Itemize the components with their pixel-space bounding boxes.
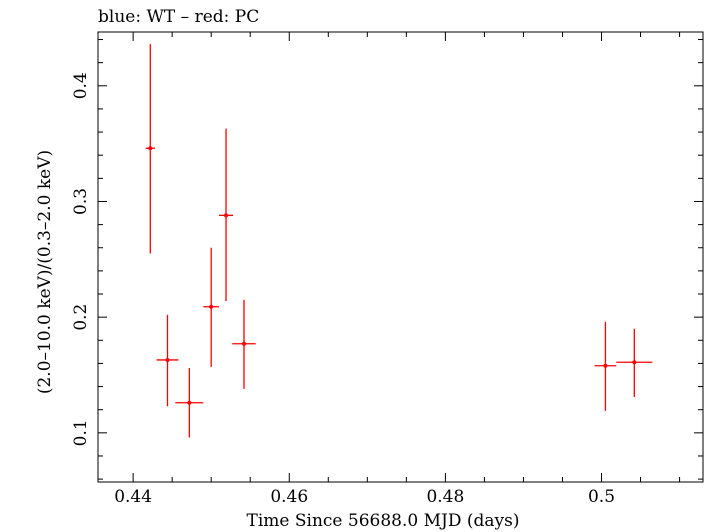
axis-ticks: 0.44 0.46 0.48 0.5 0.1 0.2 0.3 0.4: [71, 32, 703, 507]
data-point: [232, 299, 256, 389]
y-tick-label: 0.3: [71, 188, 91, 215]
point-marker: [187, 400, 192, 405]
data-point: [219, 128, 234, 301]
data-point: [616, 328, 653, 397]
x-tick-label: 0.5: [588, 487, 615, 507]
point-marker: [165, 357, 170, 362]
y-axis-label: (2.0–10.0 keV)/(0.3–2.0 keV): [35, 150, 55, 394]
data-point: [145, 44, 155, 254]
y-tick-label: 0.4: [71, 72, 91, 99]
point-marker: [632, 360, 637, 365]
data-point: [203, 247, 219, 367]
data-points: [145, 44, 653, 438]
data-point: [156, 314, 179, 407]
point-marker: [224, 213, 229, 218]
plot-frame: [97, 31, 704, 483]
x-tick-label: 0.48: [426, 487, 464, 507]
x-tick-label: 0.46: [270, 487, 308, 507]
point-marker: [241, 341, 246, 346]
x-tick-label: 0.44: [114, 487, 152, 507]
point-marker: [603, 363, 608, 368]
chart-title: blue: WT – red: PC: [98, 7, 259, 27]
point-marker: [148, 146, 153, 151]
point-marker: [209, 304, 214, 309]
y-tick-label: 0.2: [71, 304, 91, 331]
x-axis-label: Time Since 56688.0 MJD (days): [247, 511, 520, 531]
data-point: [175, 368, 204, 438]
data-point: [594, 321, 617, 411]
y-tick-label: 0.1: [71, 419, 91, 446]
